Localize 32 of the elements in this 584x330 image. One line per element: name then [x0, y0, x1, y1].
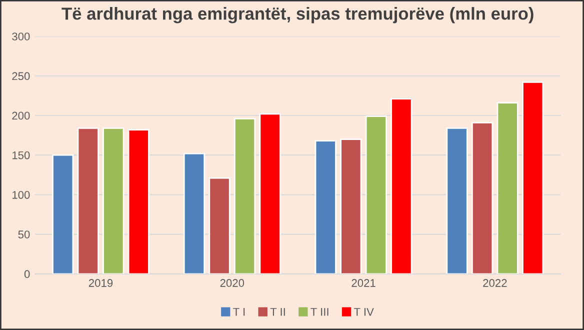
x-tick-label: 2019 — [88, 279, 113, 287]
x-tick-label: 2022 — [483, 279, 507, 287]
bar — [365, 116, 387, 274]
chart-title: Të ardhurat nga emigrantët, sipas tremujorëve (mln euro) — [62, 7, 534, 24]
legend-label: T III — [310, 308, 328, 316]
y-tick-label: 100 — [12, 190, 30, 199]
bar — [314, 140, 336, 274]
bar — [259, 113, 281, 274]
bar — [52, 154, 74, 274]
bar — [472, 122, 494, 274]
x-tick-label: 2021 — [352, 279, 376, 287]
bar — [208, 177, 230, 274]
bar — [128, 129, 150, 274]
bar — [496, 102, 518, 274]
y-tick-label: 250 — [12, 72, 30, 80]
y-tick-label: 0 — [24, 270, 30, 278]
x-tick-label: 2020 — [220, 279, 244, 287]
y-tick-label: 150 — [12, 151, 30, 160]
legend-label: T IV — [354, 308, 374, 316]
bar — [446, 127, 468, 274]
y-tick-label: 300 — [12, 32, 30, 40]
bar — [183, 152, 206, 274]
y-tick-label: 200 — [12, 112, 30, 120]
bar — [102, 127, 124, 274]
bar — [340, 138, 362, 274]
y-tick-label: 50 — [18, 230, 30, 238]
bar — [390, 98, 412, 274]
bar — [234, 118, 256, 274]
legend-label: T II — [270, 308, 285, 316]
bar — [522, 82, 544, 274]
legend-label: T I — [233, 308, 245, 316]
bar — [77, 127, 99, 274]
